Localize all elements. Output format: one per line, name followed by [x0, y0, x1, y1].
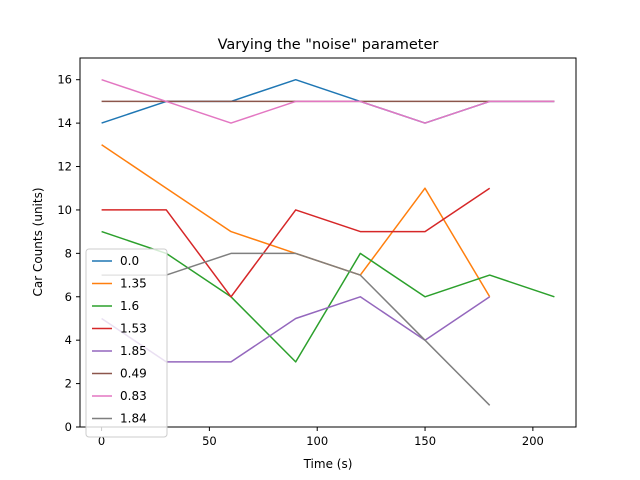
legend-label-1: 1.35: [120, 277, 147, 291]
x-tick-label: 100: [306, 434, 328, 448]
plot-lines: [101, 78, 555, 406]
y-axis-label: Car Counts (units): [31, 187, 45, 296]
legend-label-5: 0.49: [120, 367, 147, 381]
y-tick-label: 14: [57, 116, 72, 130]
x-tick-label: 200: [522, 434, 544, 448]
legend-label-0: 0.0: [120, 254, 139, 268]
chart-title: Varying the "noise" parameter: [218, 37, 439, 53]
y-axis-ticks: 0 2 4 6 8 10 12 14 16: [57, 73, 80, 434]
y-tick-label: 0: [65, 420, 72, 434]
x-axis-label: Time (s): [303, 457, 353, 471]
legend-box: [85, 248, 168, 438]
y-tick-label: 6: [65, 290, 72, 304]
plot-frame: [79, 57, 577, 428]
legend-label-2: 1.6: [120, 299, 139, 313]
legend-label-4: 1.85: [120, 344, 147, 358]
x-tick-label: 150: [414, 434, 436, 448]
y-tick-label: 8: [65, 246, 72, 260]
legend: 0.0 1.35 1.6 1.53 1.85 0.49 0.83 1.84: [85, 248, 168, 438]
series-line-6: [101, 78, 555, 124]
legend-label-6: 0.83: [120, 389, 147, 403]
y-tick-label: 4: [65, 333, 72, 347]
series-line-2: [101, 230, 555, 363]
x-tick-label: 0: [98, 434, 105, 448]
legend-label-3: 1.53: [120, 322, 147, 336]
y-tick-label: 2: [65, 377, 72, 391]
y-tick-label: 16: [57, 73, 72, 87]
y-tick-label: 10: [57, 203, 72, 217]
y-tick-label: 12: [57, 160, 72, 174]
legend-label-7: 1.84: [120, 412, 147, 426]
series-line-3: [101, 187, 491, 298]
x-axis-ticks: 0 50 100 150 200: [98, 427, 544, 448]
x-tick-label: 50: [202, 434, 217, 448]
